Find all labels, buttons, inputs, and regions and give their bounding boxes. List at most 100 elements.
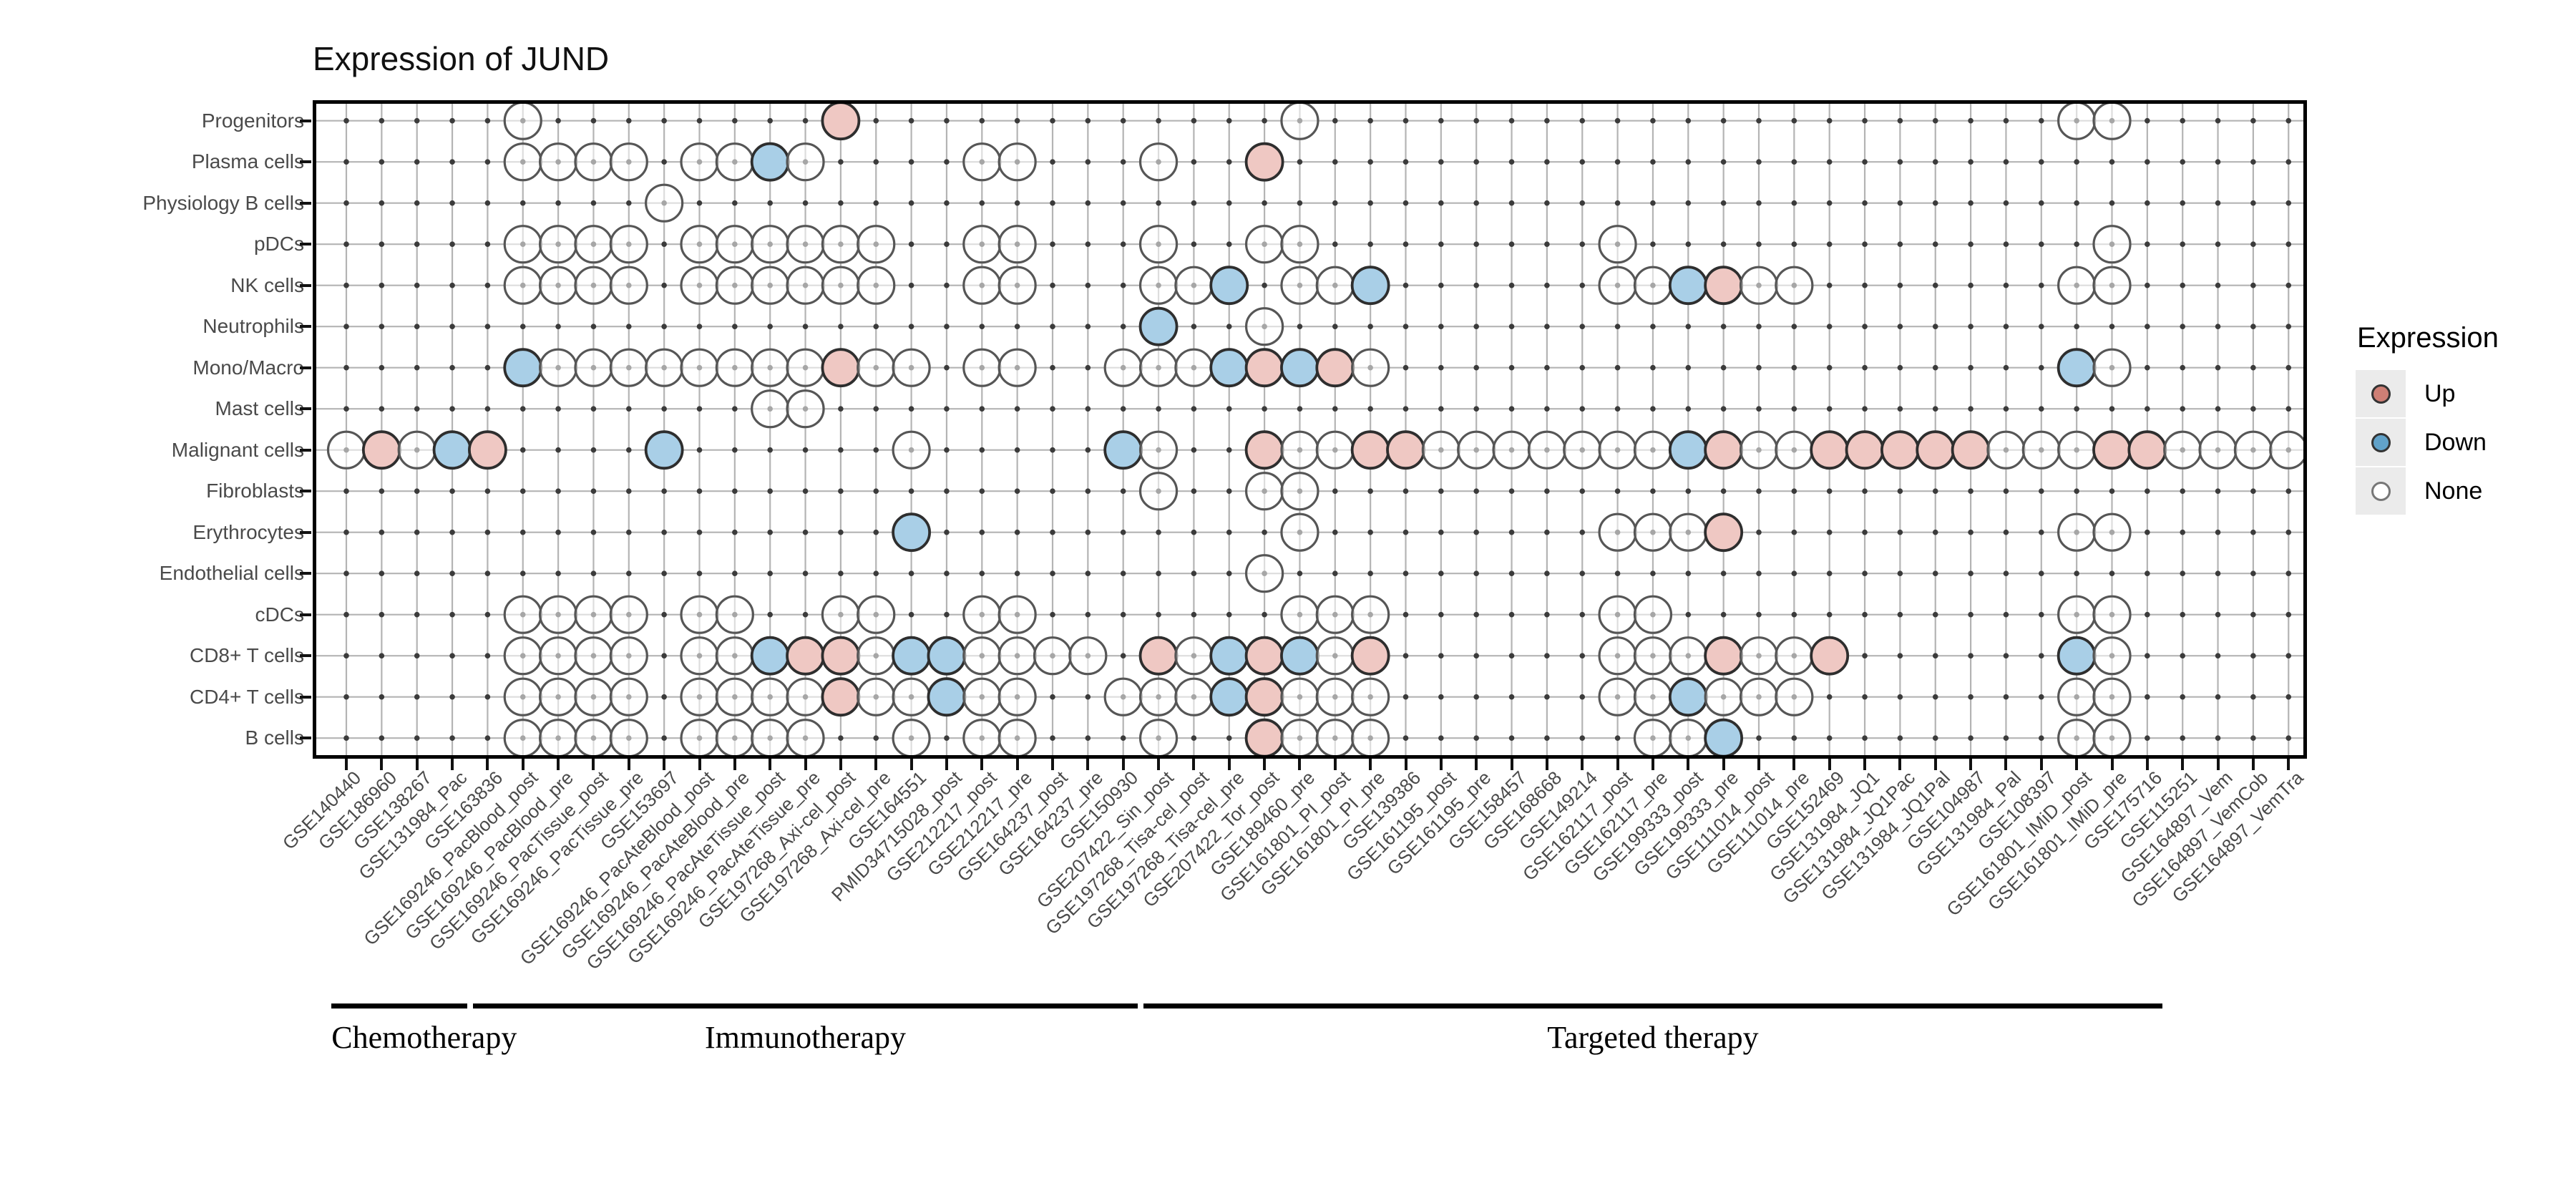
expression-dot-none <box>821 595 861 634</box>
x-tick <box>2075 759 2079 770</box>
y-axis-label: Endothelial cells <box>159 562 304 585</box>
expression-dot-up <box>1704 430 1744 470</box>
x-tick <box>1157 759 1161 770</box>
expression-dot-none <box>786 142 825 182</box>
expression-dot-up <box>821 677 861 717</box>
expression-dot-none <box>857 225 896 264</box>
expression-dot-none <box>1704 677 1743 716</box>
expression-dot-none <box>609 142 648 182</box>
expression-dot-down <box>1280 348 1319 388</box>
group-label: Targeted therapy <box>1547 1020 1759 1055</box>
expression-dot-down <box>2057 636 2097 676</box>
expression-dot-none <box>997 266 1037 305</box>
expression-dot-none <box>2057 719 2097 755</box>
expression-dot-none <box>1138 430 1179 470</box>
expression-dot-none <box>1351 348 1390 387</box>
group-bar-chemotherapy <box>331 1003 467 1009</box>
expression-dot-none <box>397 430 436 470</box>
y-axis-label: Erythrocytes <box>192 520 304 543</box>
expression-dot-none <box>1138 677 1179 716</box>
x-tick <box>1051 759 1054 770</box>
expression-dot-none <box>997 142 1037 182</box>
expression-dot-down <box>1280 636 1319 676</box>
expression-dot-none <box>2092 266 2132 305</box>
expression-dot-up <box>1704 636 1744 676</box>
expression-dot-none <box>680 595 719 634</box>
expression-dot-none <box>1633 636 1673 676</box>
expression-dot-none <box>857 677 896 716</box>
x-tick <box>2110 759 2114 770</box>
expression-dot-none <box>1633 719 1673 755</box>
expression-dot-none <box>962 348 1002 387</box>
expression-dot-down <box>503 348 543 388</box>
expression-dot-none <box>1138 348 1179 387</box>
expression-dot-none <box>962 636 1002 676</box>
y-tick <box>300 119 311 122</box>
expression-dot-none <box>503 225 542 264</box>
expression-dot-none <box>857 636 896 676</box>
x-tick <box>1121 759 1125 770</box>
y-tick <box>300 243 311 246</box>
expression-dot-up <box>1350 636 1390 676</box>
x-tick <box>1828 759 1831 770</box>
expression-dot-down <box>1209 348 1249 388</box>
x-tick <box>1969 759 1973 770</box>
expression-dot-none <box>997 225 1037 264</box>
expression-dot-none <box>539 225 578 264</box>
expression-dot-none <box>680 636 719 676</box>
expression-dot-none <box>2092 677 2132 716</box>
expression-dot-none <box>539 348 578 387</box>
x-tick <box>1086 759 1090 770</box>
expression-dot-none <box>821 225 861 264</box>
expression-dot-none <box>539 636 578 676</box>
x-tick <box>451 759 454 770</box>
expression-dot-down <box>2057 348 2097 388</box>
expression-dot-none <box>680 719 719 755</box>
expression-dot-none <box>751 389 790 429</box>
expression-dot-none <box>503 677 542 716</box>
expression-dot-up <box>1845 430 1885 470</box>
expression-dot-none <box>1669 636 1708 676</box>
expression-dot-down <box>432 430 472 470</box>
expression-dot-none <box>574 636 613 676</box>
expression-dot-up <box>1244 677 1284 717</box>
x-tick <box>557 759 560 770</box>
x-tick <box>1933 759 1937 770</box>
legend-label: Up <box>2424 380 2456 407</box>
expression-dot-none <box>539 142 578 182</box>
expression-dot-none <box>751 266 790 305</box>
x-tick <box>1687 759 1690 770</box>
y-axis-label: Mono/Macro <box>192 356 304 379</box>
x-tick <box>1651 759 1654 770</box>
expression-dot-none <box>715 348 754 387</box>
expression-dot-down <box>1209 266 1249 306</box>
expression-dot-none <box>1739 636 1779 676</box>
expression-dot-up <box>467 430 507 470</box>
expression-dot-none <box>503 719 542 755</box>
y-axis-label: NK cells <box>230 273 304 296</box>
expression-dot-up <box>1350 430 1390 470</box>
expression-dot-none <box>1598 430 1637 470</box>
expression-dot-none <box>962 142 1002 182</box>
expression-dot-none <box>574 595 613 634</box>
x-tick <box>627 759 630 770</box>
x-tick <box>1263 759 1267 770</box>
expression-dot-down <box>1209 636 1249 676</box>
x-tick <box>1192 759 1196 770</box>
x-tick <box>698 759 701 770</box>
x-tick <box>1616 759 1619 770</box>
expression-dot-none <box>1351 595 1390 634</box>
expression-dot-up <box>1244 636 1284 676</box>
expression-dot-none <box>1138 142 1179 182</box>
expression-dot-none <box>1280 225 1319 264</box>
x-tick <box>1792 759 1796 770</box>
expression-dot-none <box>1315 677 1355 716</box>
expression-dot-none <box>1598 595 1637 634</box>
y-axis-label: Neutrophils <box>203 315 304 338</box>
expression-dot-down <box>1668 677 1708 717</box>
expression-dot-none <box>1775 266 1814 305</box>
expression-dot-none <box>1280 472 1319 511</box>
group-label: Chemotherapy <box>331 1020 517 1055</box>
expression-dot-none <box>1244 554 1284 593</box>
expression-dot-none <box>1244 472 1284 511</box>
